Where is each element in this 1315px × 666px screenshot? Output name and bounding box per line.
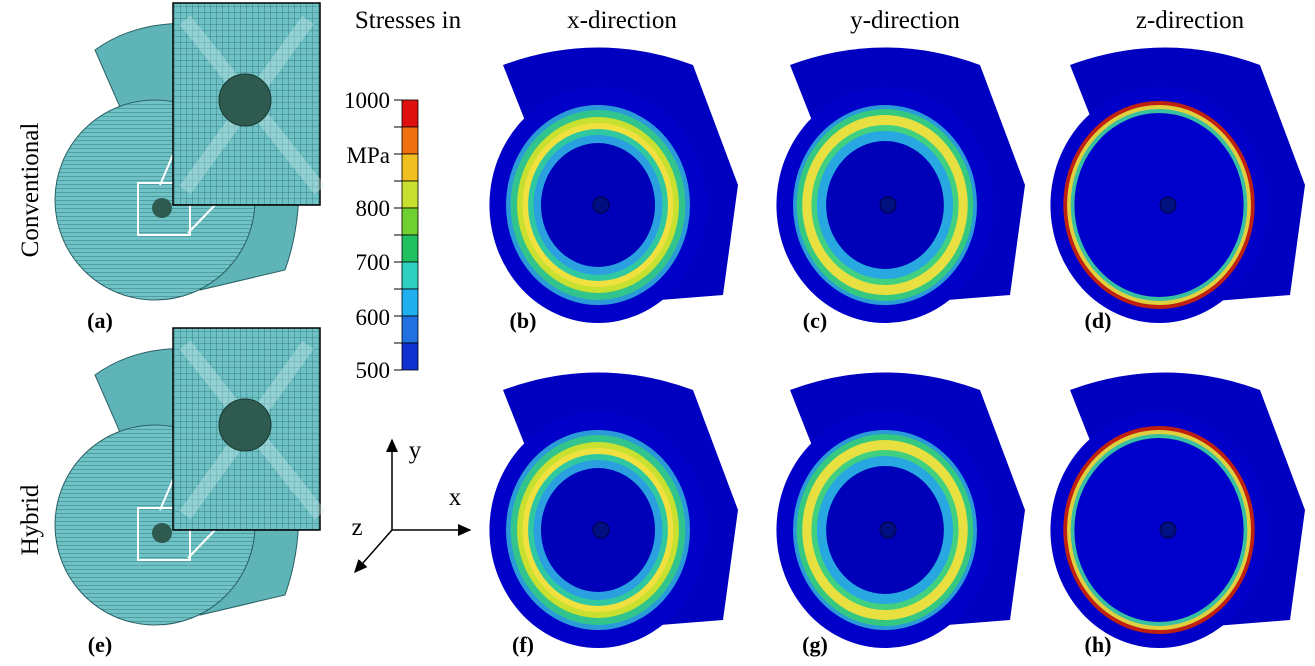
colorbar-label: 700	[356, 250, 391, 275]
axis-label: y	[409, 437, 422, 464]
mesh-image	[55, 3, 320, 300]
stress-hole	[880, 522, 896, 538]
stress-hole	[1160, 522, 1176, 538]
colorbar-segment	[402, 316, 418, 343]
colorbar-label: 600	[356, 305, 391, 330]
panel-label: (g)	[802, 632, 828, 657]
colorbar-segment	[402, 343, 418, 370]
column-header: Stresses in	[355, 7, 462, 34]
panel-label: (h)	[1085, 632, 1112, 657]
column-header: x-direction	[567, 7, 677, 34]
stress-image	[776, 373, 1025, 649]
colorbar-segment	[402, 100, 418, 127]
colorbar-label: 500	[356, 358, 391, 383]
inset-hole	[219, 74, 271, 126]
stress-hole	[593, 522, 609, 538]
panel-label: (d)	[1085, 308, 1112, 333]
hole	[152, 523, 172, 543]
stress-image	[1050, 373, 1305, 649]
column-header: z-direction	[1136, 7, 1245, 34]
panel-label: (e)	[88, 632, 112, 657]
column-header: y-direction	[850, 7, 960, 34]
inset-hole	[219, 399, 271, 451]
colorbar-segment	[402, 262, 418, 289]
stress-image	[776, 48, 1025, 324]
stress-hole	[1160, 197, 1176, 213]
panel-label: (a)	[87, 308, 113, 333]
colorbar-label: MPa	[347, 143, 390, 168]
colorbar-segment	[402, 208, 418, 235]
panel-label: (f)	[512, 632, 534, 657]
stress-hole	[593, 197, 609, 213]
row-label: Hybrid	[17, 484, 44, 555]
colorbar-segment	[402, 127, 418, 154]
panel-label: (b)	[510, 308, 537, 333]
colorbar-segment	[402, 181, 418, 208]
stress-ring	[1074, 438, 1243, 622]
colorbar-segment	[402, 154, 418, 181]
colorbar-segment	[402, 235, 418, 262]
colorbar-segment	[402, 289, 418, 316]
stress-image	[489, 48, 738, 324]
hole	[152, 198, 172, 218]
panel-label: (c)	[803, 308, 827, 333]
colorbar-label: 800	[356, 196, 391, 221]
stress-image	[1050, 48, 1305, 324]
stress-hole	[880, 197, 896, 213]
row-label: Conventional	[17, 123, 44, 258]
figure: Stresses in x-direction y-direction z-direc…	[0, 0, 1315, 666]
axis-label: x	[449, 484, 462, 511]
colorbar-label: 1000	[344, 88, 390, 113]
stress-image	[489, 373, 738, 649]
stress-ring	[1074, 113, 1243, 297]
mesh-image	[55, 328, 320, 625]
axis-label: z	[351, 514, 362, 541]
